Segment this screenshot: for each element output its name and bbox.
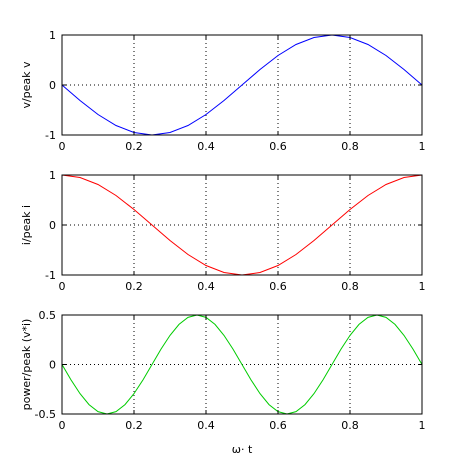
y-tick-label: 0 [49,79,56,92]
x-axis-label: ω· t [232,443,253,456]
x-tick-label: 0.8 [341,140,359,153]
x-tick-label: 0.4 [197,280,215,293]
x-tick-label: 0.2 [125,140,143,153]
y-axis-label: i/peak i [20,205,33,245]
x-tick-label: 0.8 [341,280,359,293]
y-tick-label: 1 [49,29,56,42]
x-tick-label: 0.8 [341,419,359,432]
x-tick-label: 0.4 [197,419,215,432]
x-tick-label: 0.2 [125,419,143,432]
series-line [61,34,423,136]
x-tick-label: 0.6 [269,140,287,153]
x-tick-label: 0 [59,280,66,293]
y-tick-label: 0.5 [39,309,57,322]
x-tick-label: 0 [59,419,66,432]
x-tick-label: 0.2 [125,280,143,293]
y-tick-label: -0.5 [35,408,56,421]
y-axis-label: v/peak v [20,61,33,109]
y-tick-label: 0 [49,219,56,232]
x-tick-label: 1 [419,419,426,432]
x-tick-label: 0 [59,140,66,153]
y-tick-label: 1 [49,169,56,182]
x-tick-label: 0.6 [269,280,287,293]
x-tick-label: 1 [419,140,426,153]
x-tick-label: 0.6 [269,419,287,432]
y-tick-label: -1 [45,129,56,142]
y-tick-label: 0 [49,359,56,372]
x-tick-label: 1 [419,280,426,293]
y-tick-label: -1 [45,269,56,282]
x-tick-label: 0.4 [197,140,215,153]
y-axis-label: power/peak (v*i) [20,319,33,411]
series-line [61,314,423,415]
